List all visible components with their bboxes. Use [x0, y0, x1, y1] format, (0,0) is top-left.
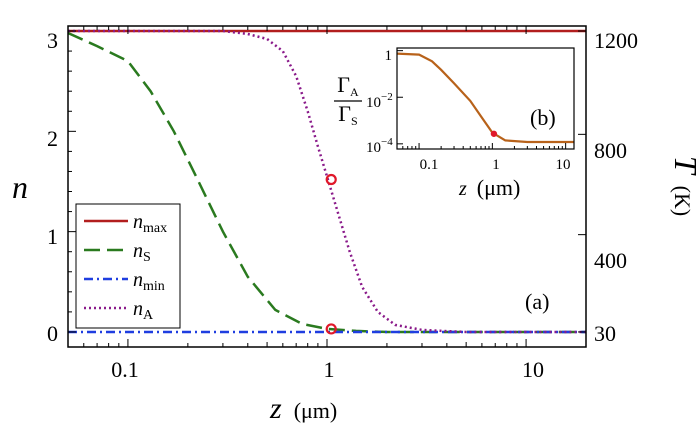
- y-left-tick-label-3: 3: [47, 28, 58, 53]
- inset-y-axis-label: ΓA ΓS: [334, 72, 362, 128]
- inset-y-tick-label-1-base: 10: [366, 95, 381, 111]
- legend-item-nmin: nmin: [84, 269, 165, 294]
- inset-y-tick-label-2-exp: −4: [381, 136, 393, 148]
- inset-x-tick-label-0: 0.1: [420, 157, 439, 173]
- inset-series-group: [396, 52, 574, 144]
- legend-label-nA-var: n: [133, 298, 143, 320]
- inset-y-tick-label-0-base: 1: [385, 48, 393, 64]
- legend-label-nmin-sub: min: [143, 279, 165, 294]
- x-tick-label-2: 10: [522, 357, 544, 382]
- y-right-axis-label-unit: (K): [670, 186, 695, 217]
- y-left-tick-label-0: 0: [47, 321, 58, 346]
- x-axis-label: z (μm): [269, 392, 337, 425]
- legend-label-nS-sub: S: [143, 250, 151, 265]
- inset-x-tick-label-2: 10: [556, 157, 571, 173]
- inset-x-tick-label-1: 1: [492, 157, 500, 173]
- inset-y-tick-label-0: 1: [385, 48, 393, 64]
- legend-item-nA: nA: [84, 298, 154, 323]
- inset-y-tick-label-1-exp: −2: [381, 91, 393, 103]
- legend-box: [75, 203, 181, 329]
- panel-label-a: (a): [525, 289, 549, 314]
- inset-ticks-group: [396, 50, 567, 149]
- y-right-tick-label-1: 400: [594, 248, 627, 273]
- inset-y-tick-label-2-base: 10: [366, 140, 381, 156]
- main-plot: 0.1 1 10 0 1 2 3 30 400 800 1200 n z (μm…: [12, 25, 700, 425]
- y-right-tick-label-0: 30: [594, 321, 616, 346]
- y-right-tick-label-3: 1200: [594, 28, 638, 53]
- inset-markers-group: [490, 130, 498, 137]
- y-right-tick-label-2: 800: [594, 138, 627, 163]
- legend-label-nA-sub: A: [143, 308, 154, 323]
- inset-y-label-denominator: ΓS: [338, 101, 357, 128]
- main-markers-group: [325, 173, 337, 335]
- legend: nmax nS nmin nA: [75, 203, 181, 329]
- panel-label-b: (b): [530, 105, 556, 130]
- inset-y-tick-label-2: 10−4: [366, 136, 393, 156]
- legend-item-nmax: nmax: [84, 211, 167, 236]
- y-right-axis-label: T (K): [668, 156, 700, 216]
- inset-y-label-num-sym: Γ: [337, 72, 350, 97]
- inset-series-line-ratio: [396, 52, 574, 144]
- legend-label-nS: nS: [133, 240, 151, 265]
- legend-label-nmax: nmax: [133, 211, 167, 236]
- inset-y-tick-label-1: 10−2: [366, 91, 393, 111]
- marker-0: [325, 173, 337, 186]
- y-left-tick-label-2: 2: [47, 126, 58, 151]
- inset-y-label-num-sub: A: [350, 85, 359, 99]
- inset-x-axis-label-var: z: [458, 178, 467, 200]
- legend-item-nS: nS: [84, 240, 151, 265]
- x-axis-label-var: z: [269, 392, 282, 425]
- inset-y-label-numerator: ΓA: [337, 72, 359, 99]
- legend-label-nmax-var: n: [133, 211, 143, 233]
- legend-label-nmin-var: n: [133, 269, 143, 291]
- x-axis-label-unit: (μm): [294, 398, 338, 423]
- marker-1: [325, 323, 337, 335]
- inset-x-axis-label: z (μm): [458, 175, 520, 200]
- y-right-axis-label-var: T: [668, 156, 700, 176]
- inset-y-label-den-sym: Γ: [338, 101, 351, 126]
- x-tick-label-1: 1: [324, 357, 335, 382]
- inset-y-label-den-sub: S: [351, 114, 358, 128]
- inset-x-axis-label-unit: (μm): [477, 175, 521, 200]
- inset-marker-0: [490, 130, 498, 137]
- legend-label-nmin: nmin: [133, 269, 165, 294]
- y-left-tick-label-1: 1: [47, 224, 58, 249]
- x-tick-label-0: 0.1: [111, 357, 139, 382]
- inset-plot: 0.1 1 10 1 10−2 10−4 z (μm) ΓA ΓS (b): [334, 47, 575, 200]
- inset-background: [397, 48, 574, 149]
- legend-label-nS-var: n: [133, 240, 143, 262]
- legend-label-nA: nA: [133, 298, 154, 323]
- y-left-axis-label: n: [12, 169, 28, 205]
- main-ticks-group: [67, 26, 587, 347]
- legend-label-nmax-sub: max: [143, 221, 167, 236]
- series-line-nS: [67, 31, 586, 334]
